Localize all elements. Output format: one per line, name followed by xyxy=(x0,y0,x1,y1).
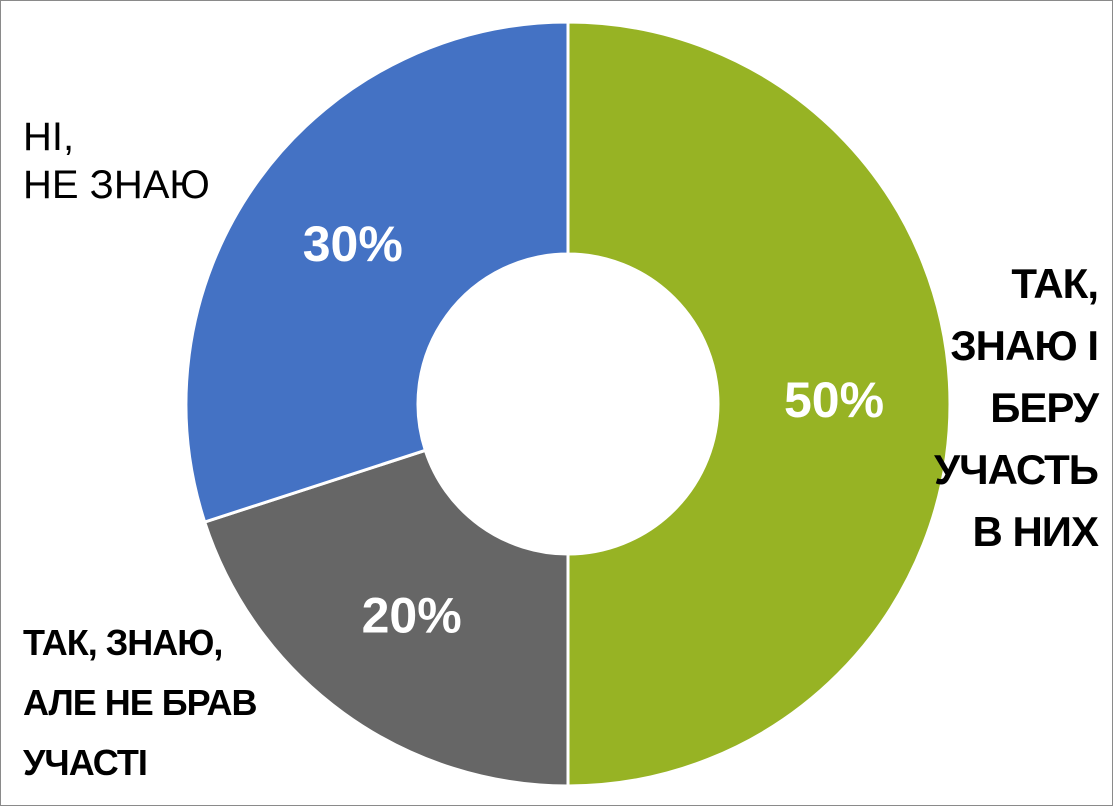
value-label: 50% xyxy=(784,372,884,428)
category-label: ТАК, ЗНАЮ І БЕРУ УЧАСТЬ В НИХ xyxy=(933,260,1099,555)
slice xyxy=(184,20,570,524)
value-label: 20% xyxy=(362,587,462,643)
category-label: НІ, НЕ ЗНАЮ xyxy=(23,115,210,207)
category-label: ТАК, ЗНАЮ, АЛЕ НЕ БРАВ УЧАСТІ xyxy=(23,622,257,783)
slice xyxy=(566,20,952,788)
value-label: 30% xyxy=(303,216,403,272)
slice xyxy=(202,448,570,788)
